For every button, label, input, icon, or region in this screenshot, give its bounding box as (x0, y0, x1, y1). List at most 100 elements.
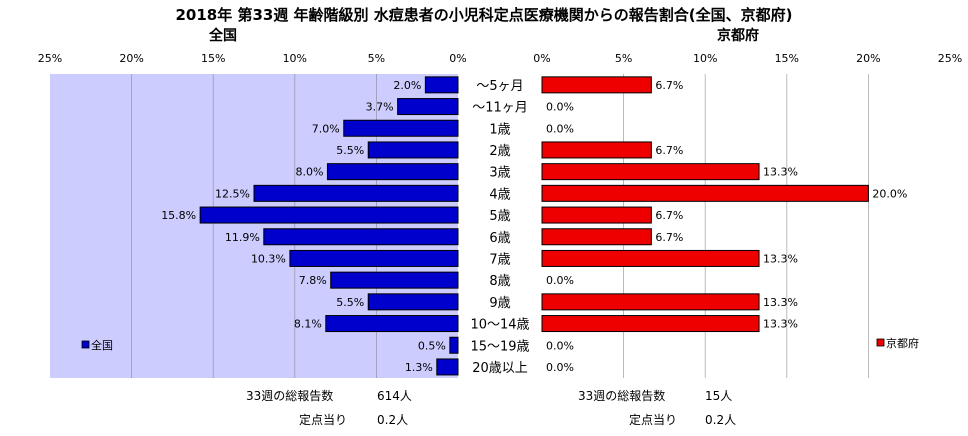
category-label: 15～19歳 (470, 339, 529, 354)
bar-kyoto (541, 249, 760, 267)
bar-kyoto (541, 293, 760, 311)
bar-kyoto (541, 228, 652, 246)
data-label-kyoto: 0.0% (546, 274, 574, 287)
data-label-kyoto: 20.0% (872, 187, 907, 200)
data-label-national: 12.5% (215, 187, 250, 200)
category-label: 8歳 (489, 274, 510, 289)
bar-national (326, 163, 459, 181)
x-tick-label-right: 10% (693, 52, 717, 65)
category-label: 1歳 (489, 122, 510, 137)
x-tick-label-left: 5% (368, 52, 385, 65)
data-label-kyoto: 6.7% (655, 231, 683, 244)
category-label: 9歳 (489, 296, 510, 311)
category-label: 7歳 (489, 252, 510, 267)
category-label: 10～14歳 (470, 318, 529, 333)
data-label-kyoto: 6.7% (655, 209, 683, 222)
data-label-kyoto: 6.7% (655, 144, 683, 157)
legend-label-kyoto: 京都府 (886, 336, 919, 350)
axis-ticks: 25% 0% 20% 5% 15% 10% 10% 15% 5% 20% 0% 25% (38, 52, 962, 65)
x-tick-label-right: 25% (938, 52, 962, 65)
x-tick-label-right: 15% (775, 52, 799, 65)
bar-kyoto (541, 76, 652, 94)
category-label: ～11ヶ月 (472, 101, 528, 116)
chart-title: 2018年 第33週 年齢階級別 水痘患者の小児科定点医療機関からの報告割合(全… (175, 6, 792, 24)
bar-kyoto (541, 315, 760, 333)
data-label-kyoto: 6.7% (655, 79, 683, 92)
national-per-label: 定点当り (299, 413, 348, 427)
data-label-national: 7.0% (312, 122, 340, 135)
right-plot-area (542, 74, 950, 378)
kyoto-total-value: 15人 (705, 389, 733, 403)
data-label-kyoto: 13.3% (763, 252, 798, 265)
kyoto-total-label: 33週の総報告数 (578, 389, 666, 403)
data-label-kyoto: 13.3% (763, 296, 798, 309)
data-label-kyoto: 0.0% (546, 122, 574, 135)
data-label-national: 1.3% (405, 361, 433, 374)
bar-national (367, 141, 459, 159)
data-label-national: 10.3% (251, 252, 286, 265)
category-label: 2歳 (489, 144, 510, 159)
data-label-national: 7.8% (299, 274, 327, 287)
category-label: 4歳 (489, 187, 510, 202)
bar-national (367, 293, 459, 311)
bar-national (436, 358, 459, 376)
x-tick-label-left: 25% (38, 52, 62, 65)
national-per-value: 0.2人 (377, 413, 409, 427)
data-label-kyoto: 13.3% (763, 318, 798, 331)
bar-kyoto (541, 184, 869, 202)
data-label-kyoto: 0.0% (546, 101, 574, 114)
legend-swatch-kyoto (876, 338, 885, 347)
bar-national (253, 184, 459, 202)
x-tick-label-left: 10% (283, 52, 307, 65)
data-label-national: 2.0% (393, 79, 421, 92)
data-label-kyoto: 0.0% (546, 361, 574, 374)
legend-national: 全国 (81, 338, 113, 352)
right-panel-title: 京都府 (717, 27, 759, 44)
legend-swatch-national (81, 340, 90, 349)
bar-national (424, 76, 459, 94)
x-tick-label-left: 0% (449, 52, 466, 65)
bars (199, 76, 869, 376)
category-label: 6歳 (489, 231, 510, 246)
bar-kyoto (541, 206, 652, 224)
x-tick-label-left: 20% (119, 52, 143, 65)
category-label: 3歳 (489, 166, 510, 181)
bar-national (289, 249, 459, 267)
x-tick-label-left: 15% (201, 52, 225, 65)
legend-kyoto: 京都府 (876, 336, 919, 350)
kyoto-per-value: 0.2人 (705, 413, 737, 427)
bar-national (325, 315, 459, 333)
data-label-national: 0.5% (418, 339, 446, 352)
category-label: 5歳 (489, 209, 510, 224)
data-label-national: 5.5% (336, 296, 364, 309)
left-plot-area (50, 74, 458, 378)
bar-national (397, 98, 459, 116)
data-label-national: 3.7% (366, 101, 394, 114)
category-labels: ～5ヶ月 ～11ヶ月 1歳 2歳 3歳 4歳 5歳 6歳 7歳 8歳 9歳 10～14歳 15～19歳 2… (470, 79, 529, 376)
bar-kyoto (541, 163, 760, 181)
x-tick-label-right: 0% (533, 52, 550, 65)
x-tick-label-right: 5% (615, 52, 632, 65)
data-label-national: 5.5% (336, 144, 364, 157)
bar-national (330, 271, 459, 289)
data-label-national: 11.9% (225, 231, 260, 244)
data-label-kyoto: 0.0% (546, 339, 574, 352)
data-label-kyoto: 13.3% (763, 166, 798, 179)
data-label-national: 8.1% (294, 318, 322, 331)
data-label-national: 8.0% (295, 166, 323, 179)
national-total-value: 614人 (377, 389, 412, 403)
bar-national (263, 228, 459, 246)
bar-national (449, 336, 459, 354)
bar-national (343, 119, 459, 137)
category-label: ～5ヶ月 (476, 79, 523, 94)
kyoto-per-label: 定点当り (629, 413, 678, 427)
x-tick-label-right: 20% (856, 52, 880, 65)
national-total-label: 33週の総報告数 (246, 389, 334, 403)
legend-label-national: 全国 (91, 338, 113, 352)
bar-kyoto (541, 141, 652, 159)
bar-national (199, 206, 459, 224)
data-labels: 2.0% 6.7% 3.7% 0.0% 7.0% 0.0% 5.5% 6.7% 8.0% 13.3… (161, 79, 907, 374)
category-label: 20歳以上 (472, 361, 528, 376)
